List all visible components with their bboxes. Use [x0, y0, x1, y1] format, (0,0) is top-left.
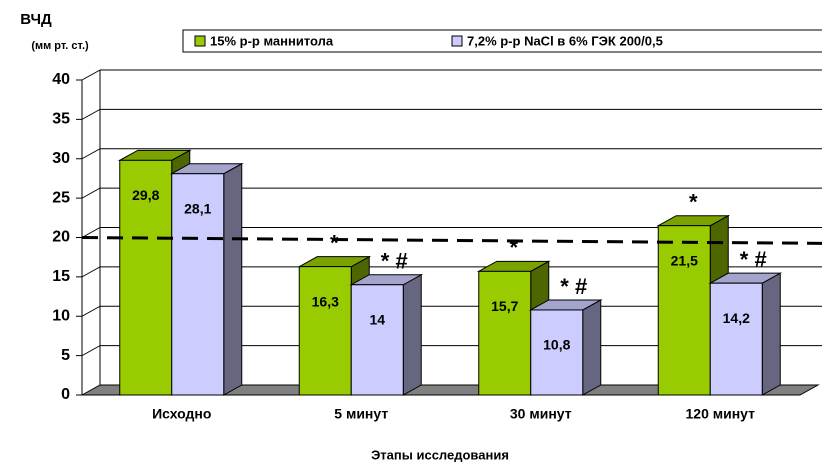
- x-tick-label: 30 минут: [510, 406, 572, 422]
- bar: [478, 270, 532, 396]
- y-tick-label: 10: [52, 307, 70, 324]
- significance-marker: *: [689, 190, 698, 215]
- bar: [530, 309, 584, 396]
- bar: [171, 173, 225, 396]
- grid-line: [81, 148, 101, 160]
- grid-line: [81, 345, 101, 357]
- y-tick-label: 40: [52, 71, 70, 88]
- legend-swatch: [451, 35, 463, 47]
- y-tick-label: 25: [52, 189, 70, 206]
- value-label: 21,5: [671, 252, 698, 268]
- y-tick-label: 30: [52, 150, 70, 167]
- value-label: 29,8: [132, 187, 159, 203]
- bar: [657, 225, 711, 396]
- x-tick-label: 120 минут: [686, 406, 756, 422]
- value-label: 15,7: [491, 298, 518, 314]
- bar-side: [402, 273, 422, 396]
- y-tick-label: 0: [61, 386, 70, 403]
- bar-side: [761, 272, 781, 396]
- x-tick-label: 5 минут: [334, 406, 388, 422]
- y-tick-label: 35: [52, 111, 70, 128]
- grid-line: [81, 187, 101, 199]
- y-tick-label: 5: [61, 347, 70, 364]
- legend-label: 15% р-р маннитола: [210, 33, 334, 48]
- grid-line: [81, 266, 101, 278]
- significance-marker: * #: [381, 249, 408, 274]
- y-tick-label: 20: [52, 229, 70, 246]
- grid-line: [81, 227, 101, 238]
- threshold-line: [81, 236, 822, 245]
- significance-marker: *: [509, 235, 518, 260]
- bar: [350, 284, 404, 396]
- grid-line: [81, 305, 101, 317]
- legend-box: [182, 29, 822, 53]
- bar: [709, 282, 763, 396]
- bar: [119, 159, 173, 396]
- bar-side: [582, 299, 602, 396]
- grid-line: [81, 108, 101, 120]
- value-label: 28,1: [184, 200, 211, 216]
- bar-side: [223, 162, 243, 396]
- y-tick-label: 15: [52, 268, 70, 285]
- value-label: 16,3: [312, 293, 339, 309]
- x-label: Этапы исследования: [371, 447, 509, 462]
- value-label: 14,2: [723, 310, 750, 326]
- y-unit: (мм рт. ст.): [31, 40, 89, 52]
- legend-label: 7,2% р-р NaCl в 6% ГЭК 200/0,5: [467, 33, 663, 48]
- x-tick-label: Исходно: [152, 406, 211, 422]
- significance-marker: *: [330, 230, 339, 255]
- grid-line: [81, 69, 101, 81]
- legend-swatch: [194, 35, 206, 47]
- value-label: 14: [369, 311, 385, 327]
- significance-marker: * #: [740, 247, 767, 272]
- value-label: 10,8: [543, 337, 570, 353]
- significance-marker: * #: [560, 274, 587, 299]
- y-label: ВЧД: [20, 11, 52, 28]
- bar: [298, 266, 352, 396]
